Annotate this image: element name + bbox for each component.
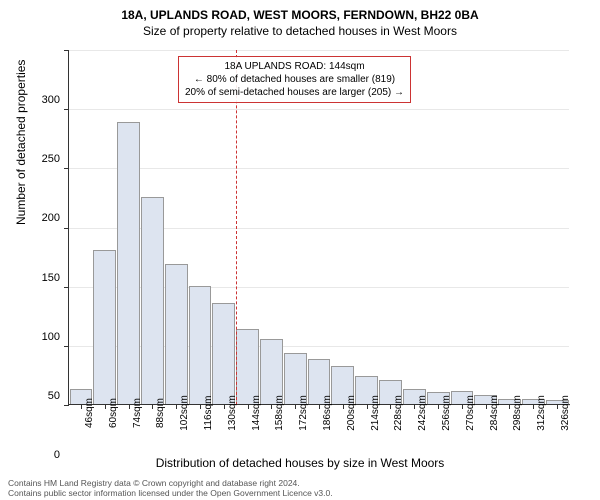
info-box: 18A UPLANDS ROAD: 144sqm ← 80% of detach…	[178, 56, 411, 103]
xtick-mark	[176, 404, 177, 409]
xtick-mark	[414, 404, 415, 409]
chart-title-sub: Size of property relative to detached ho…	[0, 22, 600, 38]
xtick-mark	[129, 404, 130, 409]
xtick-label: 200sqm	[346, 395, 357, 431]
xtick-label: 298sqm	[512, 395, 523, 431]
ytick-label: 150	[20, 272, 60, 284]
reference-line	[236, 50, 237, 405]
y-axis-label: Number of detached properties	[14, 60, 28, 225]
xtick-mark	[462, 404, 463, 409]
xtick-label: 242sqm	[417, 395, 428, 431]
xtick-label: 130sqm	[227, 395, 238, 431]
ytick-label: 50	[20, 390, 60, 402]
bar	[236, 329, 259, 404]
xtick-mark	[438, 404, 439, 409]
bar	[189, 286, 212, 404]
xtick-label: 284sqm	[489, 395, 500, 431]
x-axis-label: Distribution of detached houses by size …	[0, 456, 600, 470]
xtick-label: 326sqm	[560, 395, 571, 431]
xtick-mark	[81, 404, 82, 409]
xtick-label: 270sqm	[465, 395, 476, 431]
info-box-line: 20% of semi-detached houses are larger (…	[185, 86, 404, 99]
ytick-mark	[64, 405, 69, 406]
xtick-mark	[390, 404, 391, 409]
bar	[117, 122, 140, 404]
chart-title-main: 18A, UPLANDS ROAD, WEST MOORS, FERNDOWN,…	[0, 0, 600, 22]
xtick-mark	[105, 404, 106, 409]
xtick-label: 214sqm	[370, 395, 381, 431]
xtick-mark	[319, 404, 320, 409]
info-box-line: 18A UPLANDS ROAD: 144sqm	[185, 60, 404, 73]
plot-region: 46sqm60sqm74sqm88sqm102sqm116sqm130sqm14…	[68, 50, 568, 405]
footer-line: Contains HM Land Registry data © Crown c…	[8, 478, 333, 488]
xtick-label: 74sqm	[132, 398, 143, 428]
xtick-label: 312sqm	[536, 395, 547, 431]
xtick-mark	[557, 404, 558, 409]
ytick-label: 100	[20, 331, 60, 343]
xtick-label: 228sqm	[393, 395, 404, 431]
xtick-mark	[248, 404, 249, 409]
xtick-mark	[224, 404, 225, 409]
xtick-mark	[509, 404, 510, 409]
bar	[93, 250, 116, 404]
xtick-label: 158sqm	[274, 395, 285, 431]
xtick-label: 186sqm	[322, 395, 333, 431]
xtick-mark	[367, 404, 368, 409]
xtick-mark	[271, 404, 272, 409]
footer: Contains HM Land Registry data © Crown c…	[8, 478, 333, 498]
ytick-label: 250	[20, 153, 60, 165]
xtick-label: 144sqm	[251, 395, 262, 431]
xtick-label: 46sqm	[84, 398, 95, 428]
xtick-mark	[295, 404, 296, 409]
xtick-mark	[152, 404, 153, 409]
xtick-mark	[343, 404, 344, 409]
xtick-mark	[486, 404, 487, 409]
chart-area: 46sqm60sqm74sqm88sqm102sqm116sqm130sqm14…	[68, 50, 568, 405]
bar	[165, 264, 188, 404]
bar	[141, 197, 164, 404]
xtick-label: 60sqm	[108, 398, 119, 428]
xtick-label: 116sqm	[203, 396, 214, 431]
xtick-mark	[200, 404, 201, 409]
xtick-mark	[533, 404, 534, 409]
xtick-label: 172sqm	[298, 395, 309, 431]
xtick-label: 88sqm	[155, 398, 166, 428]
ytick-label: 300	[20, 94, 60, 106]
xtick-label: 256sqm	[441, 395, 452, 431]
footer-line: Contains public sector information licen…	[8, 488, 333, 498]
bar	[212, 303, 235, 404]
xtick-label: 102sqm	[179, 395, 190, 431]
info-box-line: ← 80% of detached houses are smaller (81…	[185, 73, 404, 86]
ytick-label: 200	[20, 212, 60, 224]
